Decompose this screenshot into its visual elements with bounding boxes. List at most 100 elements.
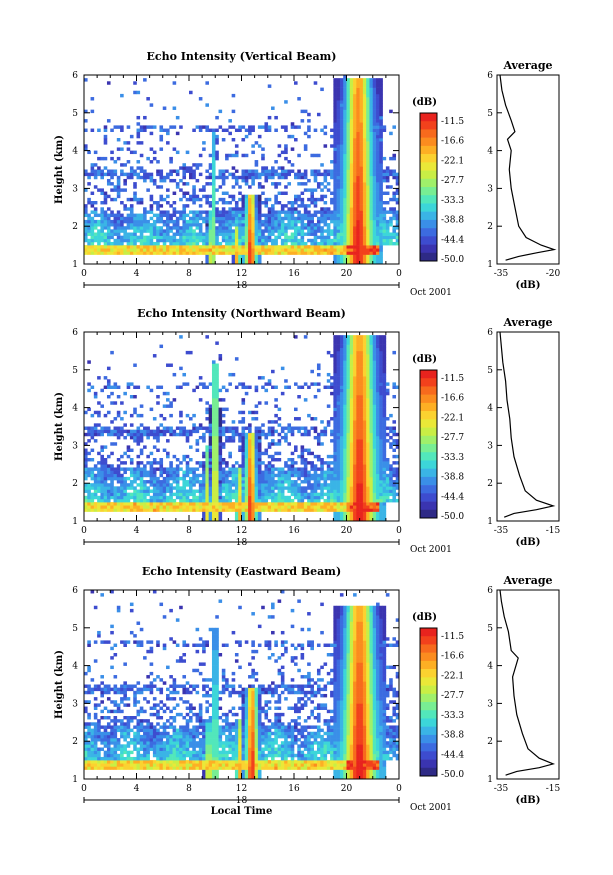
heatmap-cell xyxy=(362,84,367,88)
heatmap-cell xyxy=(280,125,285,129)
heatmap-cell xyxy=(87,388,91,393)
heatmap-cell xyxy=(133,432,137,437)
heatmap-cell xyxy=(169,498,173,503)
heatmap-cell xyxy=(333,445,337,449)
heatmap-cell xyxy=(339,420,344,424)
heatmap-cell xyxy=(353,391,357,396)
heatmap-cell xyxy=(244,201,249,205)
heatmap-cell xyxy=(159,464,164,468)
colorbar-swatch xyxy=(420,187,437,196)
heatmap-cell xyxy=(175,492,180,497)
heatmap-cell xyxy=(343,470,347,475)
heatmap-cell xyxy=(123,207,127,211)
heatmap-cell xyxy=(300,204,305,208)
heatmap-cell xyxy=(294,241,298,246)
heatmap-cell xyxy=(221,248,226,252)
heatmap-cell xyxy=(100,213,104,218)
heatmap-cell xyxy=(339,204,344,208)
heatmap-cell xyxy=(218,439,223,443)
heatmap-cell xyxy=(316,467,321,471)
heatmap-cell xyxy=(267,229,272,233)
heatmap-cell xyxy=(218,480,223,484)
heatmap-cell xyxy=(264,473,269,478)
heatmap-cell xyxy=(116,191,121,195)
heatmap-cell xyxy=(333,223,337,227)
heatmap-cell xyxy=(93,163,98,167)
heatmap-cell xyxy=(87,498,91,503)
y-tick-label: 3 xyxy=(72,184,78,194)
heatmap-cell xyxy=(307,429,311,434)
heatmap-cell xyxy=(369,163,374,167)
heatmap-cell xyxy=(274,213,278,218)
heatmap-cell xyxy=(254,248,259,252)
heatmap-cell xyxy=(185,439,190,443)
heatmap-cell xyxy=(238,232,242,236)
heatmap-cell xyxy=(149,461,154,465)
heatmap-cell xyxy=(303,508,308,512)
heatmap-cell xyxy=(395,188,400,192)
heatmap-cell xyxy=(139,226,144,230)
heatmap-cell xyxy=(339,360,344,364)
heatmap-cell xyxy=(84,78,88,82)
heatmap-cell xyxy=(195,248,200,252)
heatmap-cell xyxy=(126,238,131,243)
heatmap-cell xyxy=(333,480,337,484)
heatmap-cell xyxy=(343,505,347,509)
heatmap-cell xyxy=(87,213,91,218)
heatmap-cell xyxy=(166,141,170,145)
heatmap-cell xyxy=(169,245,173,249)
heatmap-cell xyxy=(84,204,88,208)
heatmap-cell xyxy=(287,505,292,509)
heatmap-cell xyxy=(113,169,118,173)
heatmap-cell xyxy=(241,483,246,487)
heatmap-cell xyxy=(297,395,301,399)
heatmap-cell xyxy=(339,254,344,258)
heatmap-cell xyxy=(379,144,383,148)
heatmap-cell xyxy=(179,492,183,497)
heatmap-cell xyxy=(228,251,232,255)
heatmap-cell xyxy=(353,232,357,236)
heatmap-cell xyxy=(172,473,177,478)
heatmap-cell xyxy=(310,417,314,421)
heatmap-cell xyxy=(169,476,173,481)
heatmap-cell xyxy=(267,197,272,202)
heatmap-cell xyxy=(349,398,354,402)
heatmap-cell xyxy=(211,492,216,497)
heatmap-cell xyxy=(254,238,259,243)
heatmap-cell xyxy=(336,144,341,148)
heatmap-cell xyxy=(149,175,154,180)
heatmap-cell xyxy=(343,78,347,82)
heatmap-cell xyxy=(339,508,344,512)
heatmap-cell xyxy=(323,476,328,481)
heatmap-cell xyxy=(143,219,147,224)
heatmap-cell xyxy=(294,81,298,85)
heatmap-cell xyxy=(379,169,383,173)
heatmap-cell xyxy=(195,426,200,430)
heatmap-cell xyxy=(389,131,393,136)
heatmap-cell xyxy=(379,97,383,101)
heatmap-cell xyxy=(313,201,318,205)
heatmap-cell xyxy=(343,115,347,120)
heatmap-cell xyxy=(353,241,357,246)
heatmap-cell xyxy=(310,216,314,221)
heatmap-cell xyxy=(330,241,334,246)
heatmap-cell xyxy=(182,194,187,199)
heatmap-cell xyxy=(307,188,311,192)
heatmap-cell xyxy=(346,502,351,506)
heatmap-cell xyxy=(346,238,351,243)
heatmap-cell xyxy=(195,197,200,202)
heatmap-cell xyxy=(336,354,341,358)
heatmap-cell xyxy=(192,185,196,189)
heatmap-cell xyxy=(277,423,282,427)
heatmap-cell xyxy=(257,464,262,468)
heatmap-cell xyxy=(215,245,219,249)
heatmap-cell xyxy=(97,502,101,506)
heatmap-cell xyxy=(343,204,347,208)
heatmap-cell xyxy=(316,210,321,214)
heatmap-cell xyxy=(241,439,246,443)
heatmap-cell xyxy=(185,464,190,468)
heatmap-cell xyxy=(369,147,374,151)
heatmap-cell xyxy=(116,470,121,475)
heatmap-cell xyxy=(376,150,380,155)
heatmap-cell xyxy=(208,435,213,440)
